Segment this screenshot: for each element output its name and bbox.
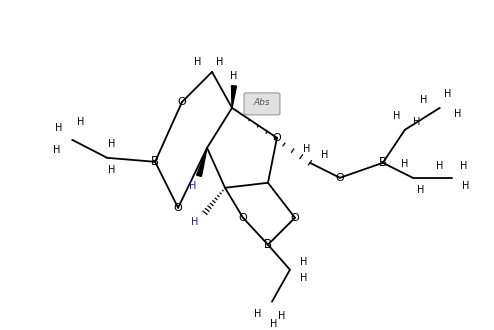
- Text: H: H: [270, 319, 278, 329]
- Text: H: H: [254, 309, 262, 319]
- Text: H: H: [300, 273, 308, 283]
- Text: H: H: [393, 111, 401, 121]
- Text: H: H: [321, 150, 329, 160]
- Text: H: H: [230, 71, 238, 81]
- Text: H: H: [413, 117, 420, 127]
- Text: H: H: [462, 181, 469, 191]
- Text: H: H: [417, 185, 424, 195]
- Text: H: H: [109, 139, 116, 149]
- Text: H: H: [278, 311, 286, 321]
- Text: Abs: Abs: [254, 98, 270, 107]
- Text: H: H: [303, 144, 311, 154]
- Text: B: B: [151, 155, 159, 168]
- Text: O: O: [239, 213, 247, 223]
- Text: O: O: [335, 173, 344, 183]
- Polygon shape: [232, 86, 237, 108]
- Text: O: O: [273, 133, 282, 143]
- Text: H: H: [454, 109, 461, 119]
- Text: O: O: [290, 213, 299, 223]
- Text: H: H: [444, 89, 452, 99]
- Text: H: H: [194, 57, 202, 67]
- Text: H: H: [436, 161, 444, 171]
- Text: O: O: [174, 203, 182, 213]
- Text: H: H: [300, 257, 308, 267]
- Text: H: H: [191, 217, 199, 227]
- Text: H: H: [401, 159, 409, 169]
- Text: H: H: [460, 161, 467, 171]
- Text: H: H: [216, 57, 224, 67]
- Text: H: H: [52, 145, 60, 155]
- Polygon shape: [197, 148, 207, 177]
- Text: H: H: [77, 117, 84, 127]
- Text: H: H: [54, 123, 62, 133]
- Text: H: H: [420, 95, 427, 105]
- Text: O: O: [178, 97, 186, 107]
- FancyBboxPatch shape: [244, 93, 280, 115]
- Text: B: B: [264, 238, 272, 251]
- Text: H: H: [109, 165, 116, 175]
- Text: H: H: [189, 181, 197, 191]
- Text: B: B: [379, 156, 387, 169]
